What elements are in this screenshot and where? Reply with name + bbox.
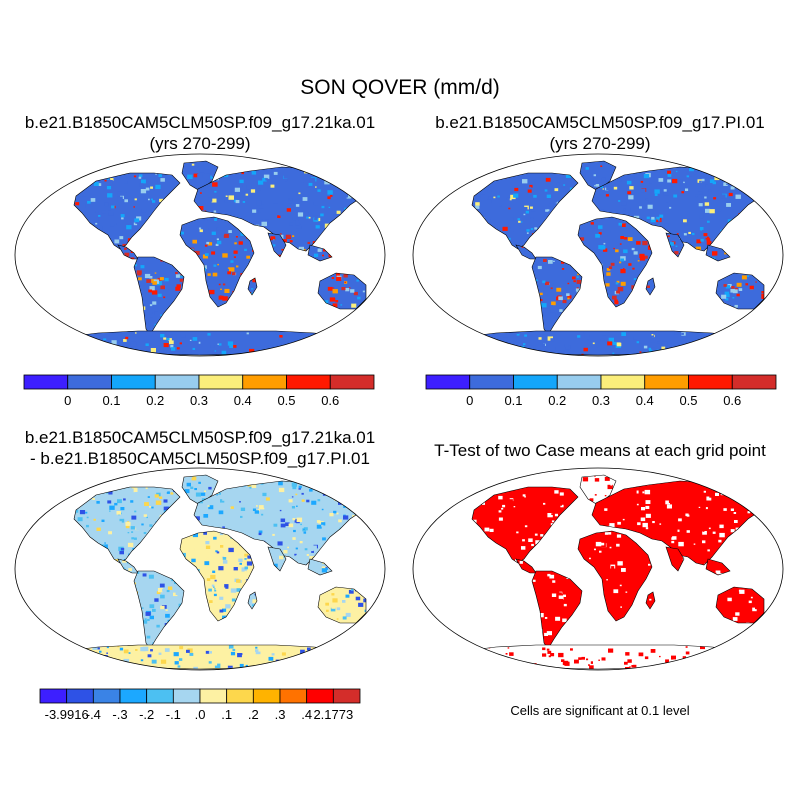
colorbar-pi-swatch	[600, 374, 646, 390]
colorbar-pi-tick-label: 0.2	[548, 393, 566, 408]
colorbar-21ka-swatch	[154, 374, 200, 390]
colorbar-difference-tick-label: .2	[248, 707, 259, 722]
colorbar-difference-swatch	[226, 688, 254, 704]
figure-title: SON QOVER (mm/d)	[300, 76, 500, 99]
colorbar-21ka: 0 0.1 0.2 0.3 0.4 0.5 0.6	[23, 374, 375, 408]
colorbar-difference-swatch	[66, 688, 94, 704]
colorbar-pi-swatch	[556, 374, 602, 390]
colorbar-21ka-swatch	[329, 374, 375, 390]
colorbar-21ka-tick-label: 0.4	[234, 393, 252, 408]
colorbar-difference: -3.9916-.4 -.3 -.2 -.1 .0 .1 .2 .3 .4 2.1773	[39, 688, 361, 722]
colorbar-difference-swatch	[332, 688, 361, 704]
colorbar-21ka-tick-label: 0.1	[102, 393, 120, 408]
map-panel-pi	[412, 153, 784, 357]
colorbar-difference-tick-label: -.1	[166, 707, 181, 722]
colorbar-21ka-swatch	[67, 374, 112, 390]
colorbar-pi-swatch	[469, 374, 514, 390]
panel-1-title-line-1: b.e21.B1850CAM5CLM50SP.f09_g17.21ka.01	[24, 113, 376, 132]
colorbar-pi-swatch	[425, 374, 471, 390]
panel-4-title-line-1: T-Test of two Case means at each grid po…	[434, 441, 766, 460]
panel-3-title-line-1: b.e21.B1850CAM5CLM50SP.f09_g17.21ka.01	[24, 428, 376, 447]
colorbar-21ka-tick-label: 0.6	[321, 393, 339, 408]
colorbar-difference-tick-label: -3.9916	[45, 707, 89, 722]
colorbar-pi-tick-label: 0.6	[723, 393, 741, 408]
panel-1-title-line-2: (yrs 270-299)	[149, 134, 251, 153]
panel-3-title-line-2: - b.e21.B1850CAM5CLM50SP.f09_g17.PI.01	[30, 449, 370, 468]
colorbar-difference-swatch	[199, 688, 228, 704]
colorbar-difference-swatch	[172, 688, 201, 704]
colorbar-difference-swatch	[146, 688, 174, 704]
map-panel-21ka	[14, 153, 386, 357]
map-panel-ttest	[412, 467, 784, 671]
colorbar-pi: 0 0.1 0.2 0.3 0.4 0.5 0.6	[425, 374, 777, 408]
colorbar-difference-swatch	[119, 688, 148, 704]
panel-4-title: T-Test of two Case means at each grid po…	[400, 440, 800, 461]
colorbar-pi-swatch	[644, 374, 689, 390]
colorbar-difference-tick-label: -.3	[112, 707, 127, 722]
colorbar-21ka-swatch	[242, 374, 287, 390]
colorbar-21ka-swatch	[286, 374, 331, 390]
colorbar-difference-tick-label: .1	[221, 707, 232, 722]
colorbar-difference-tick-label: -.4	[86, 707, 101, 722]
panel-2-title: b.e21.B1850CAM5CLM50SP.f09_g17.PI.01 (yr…	[400, 112, 800, 154]
colorbar-pi-tick-label: 0.3	[592, 393, 610, 408]
colorbar-pi-swatch	[731, 374, 777, 390]
colorbar-pi-tick-label: 0.4	[636, 393, 654, 408]
colorbar-difference-tick-label: -.2	[139, 707, 154, 722]
colorbar-21ka-swatch	[198, 374, 244, 390]
colorbar-21ka-tick-label: 0	[64, 393, 71, 408]
colorbar-difference-tick-label: 2.1773	[313, 707, 353, 722]
colorbar-difference-swatch	[252, 688, 281, 704]
colorbar-difference-tick-label: .4	[301, 707, 312, 722]
colorbar-difference-swatch	[92, 688, 121, 704]
map-panel-difference	[14, 467, 386, 671]
colorbar-21ka-tick-label: 0.5	[277, 393, 295, 408]
colorbar-difference-swatch	[279, 688, 308, 704]
colorbar-pi-swatch	[688, 374, 733, 390]
colorbar-difference-swatch	[39, 688, 68, 704]
colorbar-21ka-tick-label: 0.3	[190, 393, 208, 408]
colorbar-pi-tick-label: 0	[466, 393, 473, 408]
colorbar-21ka-swatch	[23, 374, 69, 390]
colorbar-pi-swatch	[513, 374, 558, 390]
panel-2-title-line-1: b.e21.B1850CAM5CLM50SP.f09_g17.PI.01	[435, 113, 765, 132]
colorbar-difference-swatch	[306, 688, 334, 704]
significance-note: Cells are significant at 0.1 level	[510, 703, 690, 718]
colorbar-21ka-tick-label: 0.2	[146, 393, 164, 408]
colorbar-difference-tick-label: .3	[275, 707, 286, 722]
colorbar-pi-tick-label: 0.5	[679, 393, 697, 408]
colorbar-21ka-swatch	[111, 374, 156, 390]
panel-3-title: b.e21.B1850CAM5CLM50SP.f09_g17.21ka.01 -…	[0, 427, 400, 469]
panel-1-title: b.e21.B1850CAM5CLM50SP.f09_g17.21ka.01 (…	[0, 112, 400, 154]
panel-2-title-line-2: (yrs 270-299)	[549, 134, 651, 153]
colorbar-difference-tick-label: .0	[195, 707, 206, 722]
colorbar-pi-tick-label: 0.1	[504, 393, 522, 408]
